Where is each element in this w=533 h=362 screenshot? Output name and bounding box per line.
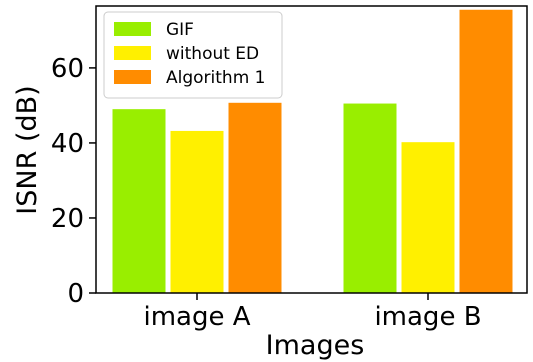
y-tick-label: 40 bbox=[51, 129, 84, 159]
bar-image-a-gif bbox=[112, 109, 166, 293]
legend-label: Algorithm 1 bbox=[166, 68, 265, 88]
legend-label: without ED bbox=[166, 44, 259, 64]
bar-image-b-gif bbox=[343, 103, 397, 293]
bar-image-b-without-ed bbox=[401, 142, 455, 293]
y-tick-label: 0 bbox=[67, 279, 84, 309]
y-tick-label: 20 bbox=[51, 204, 84, 234]
bar-image-a-without-ed bbox=[170, 130, 224, 293]
legend-label: GIF bbox=[166, 20, 194, 40]
legend-swatch bbox=[114, 46, 151, 60]
legend-swatch bbox=[114, 70, 151, 84]
axes-group: image A image B 0 20 40 60 bbox=[51, 5, 528, 332]
legend-swatch bbox=[114, 22, 151, 36]
plot-frame bbox=[95, 5, 528, 294]
x-axis-label: Images bbox=[266, 330, 365, 361]
x-tick-label: image A bbox=[143, 302, 250, 332]
bars-group bbox=[112, 9, 513, 293]
y-tick-label: 60 bbox=[51, 54, 84, 84]
bar-image-a-algorithm-1 bbox=[228, 102, 282, 293]
bar-image-b-algorithm-1 bbox=[459, 9, 513, 293]
y-axis-label: ISNR (dB) bbox=[12, 85, 43, 214]
x-tick-label: image B bbox=[374, 302, 481, 332]
legend: GIF without ED Algorithm 1 bbox=[103, 11, 283, 99]
